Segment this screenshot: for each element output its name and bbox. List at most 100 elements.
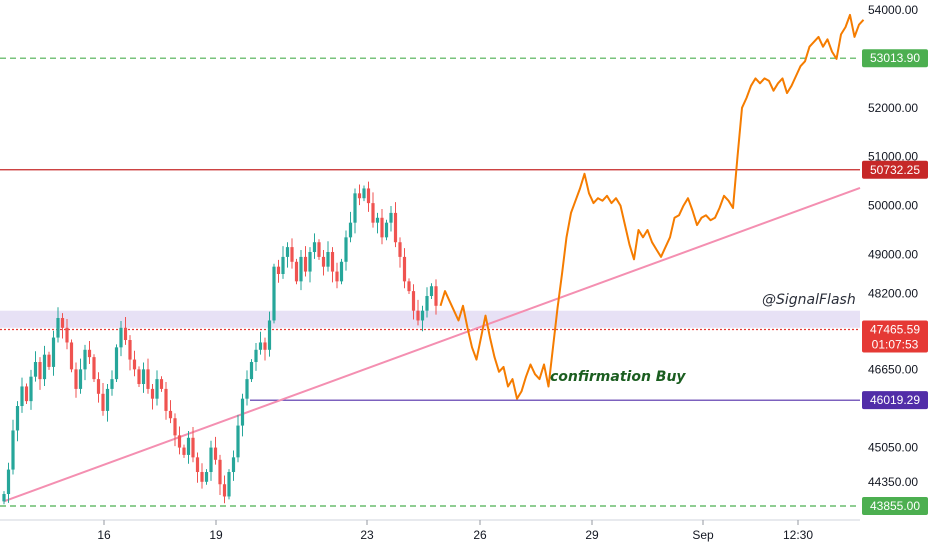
candle-body — [420, 310, 425, 321]
candle-body — [254, 349, 258, 363]
candle — [371, 192, 375, 228]
candle — [384, 219, 389, 241]
candle-body — [119, 327, 123, 348]
candle — [159, 376, 164, 392]
candle — [353, 188, 357, 234]
candle — [312, 233, 317, 259]
candle — [227, 469, 231, 500]
candle — [236, 414, 240, 463]
candle-body — [326, 252, 330, 267]
candle-body — [348, 222, 353, 238]
y-tick-label: 52000.00 — [868, 101, 918, 115]
candle-body — [236, 425, 240, 458]
candle-body — [105, 388, 110, 411]
candle — [173, 413, 177, 447]
candle — [375, 212, 380, 234]
candle-body — [371, 203, 375, 223]
candle-body — [231, 457, 236, 473]
candle-body — [47, 354, 51, 367]
candle — [290, 238, 294, 269]
candle — [294, 258, 299, 285]
candle-body — [101, 393, 105, 411]
price-badge-label-3: 46019.29 — [870, 393, 920, 407]
candle-body — [416, 310, 420, 321]
price-zone-layer — [0, 310, 860, 328]
candle — [24, 383, 29, 405]
annotation-signalflash: @SignalFlash — [762, 292, 856, 308]
candle-body — [312, 242, 317, 253]
candle — [222, 475, 227, 504]
candle — [150, 384, 155, 410]
candle-body — [407, 281, 411, 292]
candle-body — [11, 430, 15, 470]
candle-body — [276, 266, 281, 275]
candle — [96, 372, 101, 403]
candle — [209, 440, 213, 481]
candle — [272, 263, 276, 324]
price-badge-label-1: 50732.25 — [870, 163, 920, 177]
price-badge-timer: 01:07:53 — [872, 337, 919, 351]
candle — [380, 208, 384, 245]
candle — [74, 362, 78, 398]
candle — [38, 357, 42, 390]
candle — [317, 239, 321, 260]
candle-body — [195, 457, 200, 473]
candle-body — [285, 247, 290, 257]
candle-body — [434, 286, 438, 306]
candle-body — [60, 318, 65, 328]
candle-body — [92, 357, 96, 380]
candle — [33, 351, 38, 382]
candle — [6, 462, 11, 503]
candle — [308, 247, 312, 283]
candle — [56, 307, 60, 343]
candle — [362, 185, 366, 202]
axes-layer: 54000.00 52000.00 51000.00 50000.00 49000.00… — [0, 3, 918, 542]
candle — [191, 427, 195, 463]
y-tick-label: 49000.00 — [868, 247, 918, 261]
candle-body — [83, 349, 87, 370]
candle-body — [159, 379, 164, 389]
candle-body — [303, 256, 308, 272]
candle — [344, 230, 348, 271]
candle-body — [366, 188, 371, 204]
candle-body — [24, 386, 29, 402]
x-tick-label: 29 — [585, 528, 599, 542]
candle — [105, 384, 110, 422]
candle-body — [177, 435, 182, 448]
candle-body — [204, 472, 209, 482]
candle-body — [173, 418, 177, 436]
candle — [326, 241, 330, 272]
candle-body — [321, 256, 326, 267]
candle-body — [393, 212, 398, 243]
candle — [263, 337, 267, 361]
candle-body — [222, 484, 227, 497]
candle-body — [141, 369, 146, 385]
price-levels-layer — [0, 57, 860, 507]
candle-body — [74, 369, 78, 389]
candle — [128, 335, 132, 371]
candle-body — [308, 252, 312, 272]
candle-body — [389, 212, 393, 223]
candle-body — [200, 472, 204, 482]
candle-body — [402, 256, 407, 282]
y-tick-label: 51000.00 — [868, 150, 918, 164]
candle-body — [294, 261, 299, 282]
candle — [182, 444, 186, 458]
candle — [47, 351, 51, 370]
candle — [2, 491, 6, 505]
x-tick-label: 23 — [360, 528, 374, 542]
candle-body — [29, 376, 33, 402]
candle-body — [87, 349, 92, 358]
candle — [366, 181, 371, 212]
candle-body — [384, 222, 389, 238]
candle — [132, 350, 137, 377]
candle — [110, 370, 114, 396]
candle-body — [317, 242, 321, 257]
candle — [398, 237, 402, 268]
candle — [330, 247, 335, 283]
candle — [231, 450, 236, 481]
price-badge-bg-2 — [862, 320, 928, 353]
candle — [303, 246, 308, 277]
candle — [200, 463, 204, 489]
